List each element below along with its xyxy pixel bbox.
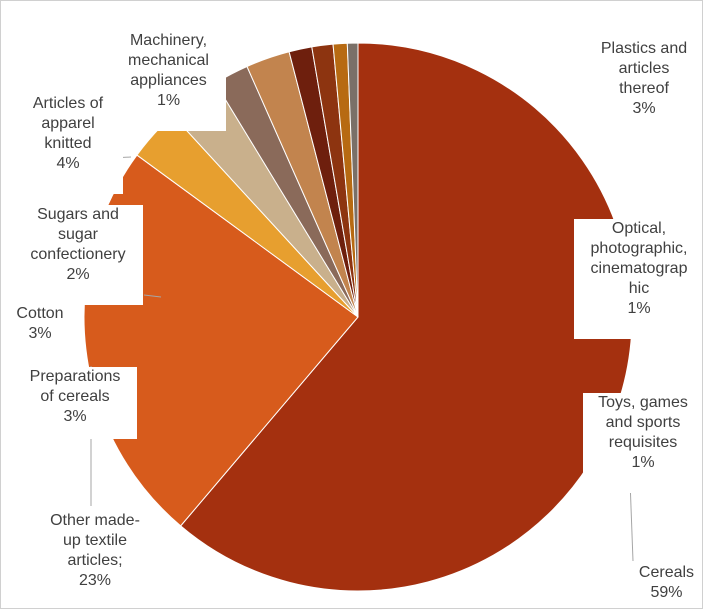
label-plastics: Plastics and articles thereof 3% (589, 39, 699, 141)
label-toys: Toys, games and sports requisites 1% (583, 393, 702, 493)
pie-slice-1 (83, 154, 359, 527)
label-cereals: Cereals 59% (629, 563, 702, 608)
label-preparations-of-cereals: Preparations of cereals 3% (13, 367, 137, 439)
label-articles-of-apparel: Articles of apparel knitted 4% (13, 94, 123, 194)
label-sugars: Sugars and sugar confectionery 2% (13, 205, 143, 305)
leader-line-3 (143, 294, 162, 298)
label-optical: Optical, photographic, cinematograp hic … (574, 219, 702, 339)
label-other-textile: Other made- up textile articles; 23% (36, 511, 154, 608)
pie-slice-9 (346, 42, 359, 318)
label-machinery: Machinery, mechanical appliances 1% (111, 31, 226, 131)
label-cotton: Cotton 3% (11, 304, 69, 350)
